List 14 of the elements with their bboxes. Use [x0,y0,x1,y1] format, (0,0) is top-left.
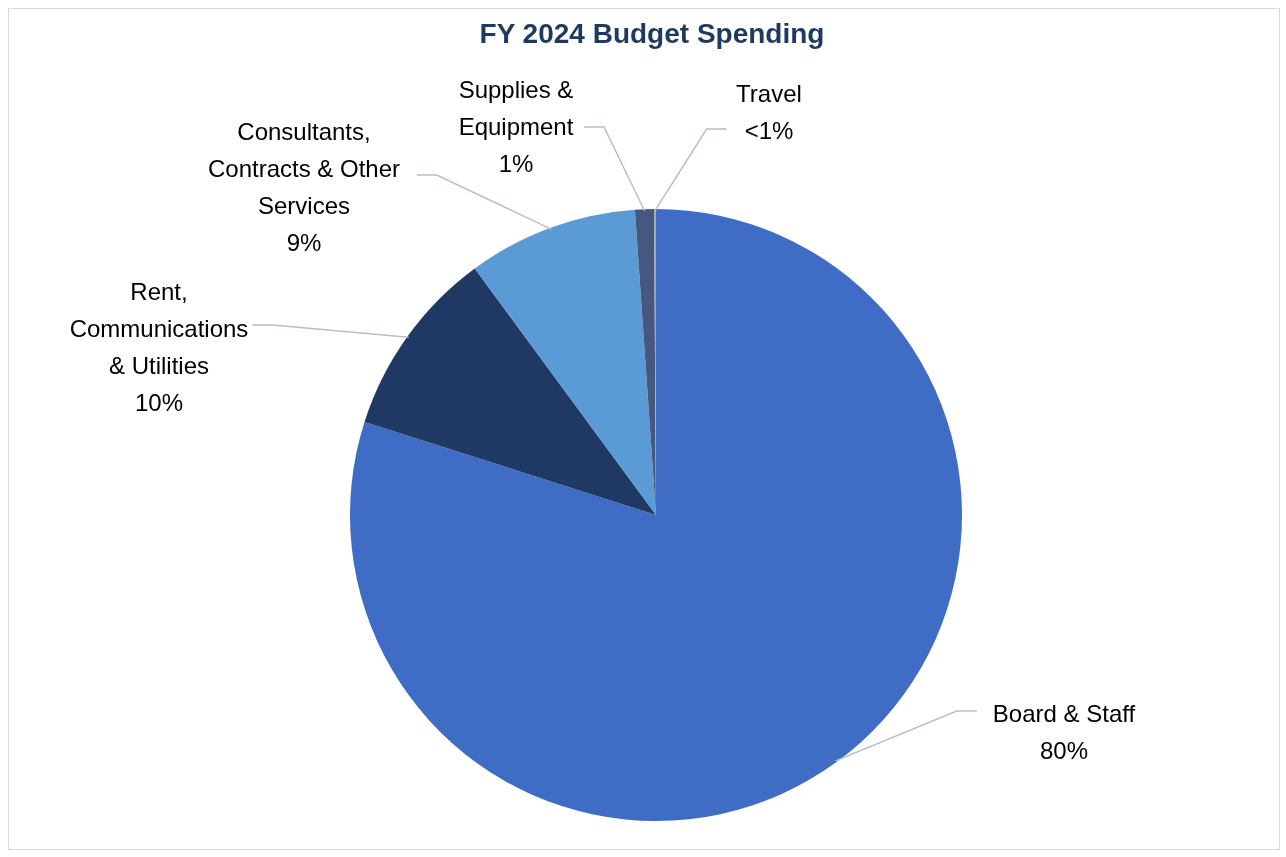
data-label: 10% [134,388,184,416]
data-label: <1% [744,116,794,144]
data-label: 1% [498,150,534,178]
slice-label: Travel [736,79,802,107]
pie-slice [350,209,962,821]
data-label: 9% [286,228,322,256]
slice-label: Rent, Communications & Utilities [69,277,249,379]
data-label: 80% [1039,736,1089,764]
slice-label: Consultants, Contracts & Other Services [207,117,401,219]
chart-title: FY 2024 Budget Spending [479,18,825,49]
pie-slice [474,209,656,515]
slice-label: Board & Staff [992,699,1136,727]
slice-label: Supplies & Equipment [458,76,574,141]
pie-slice [364,268,656,515]
